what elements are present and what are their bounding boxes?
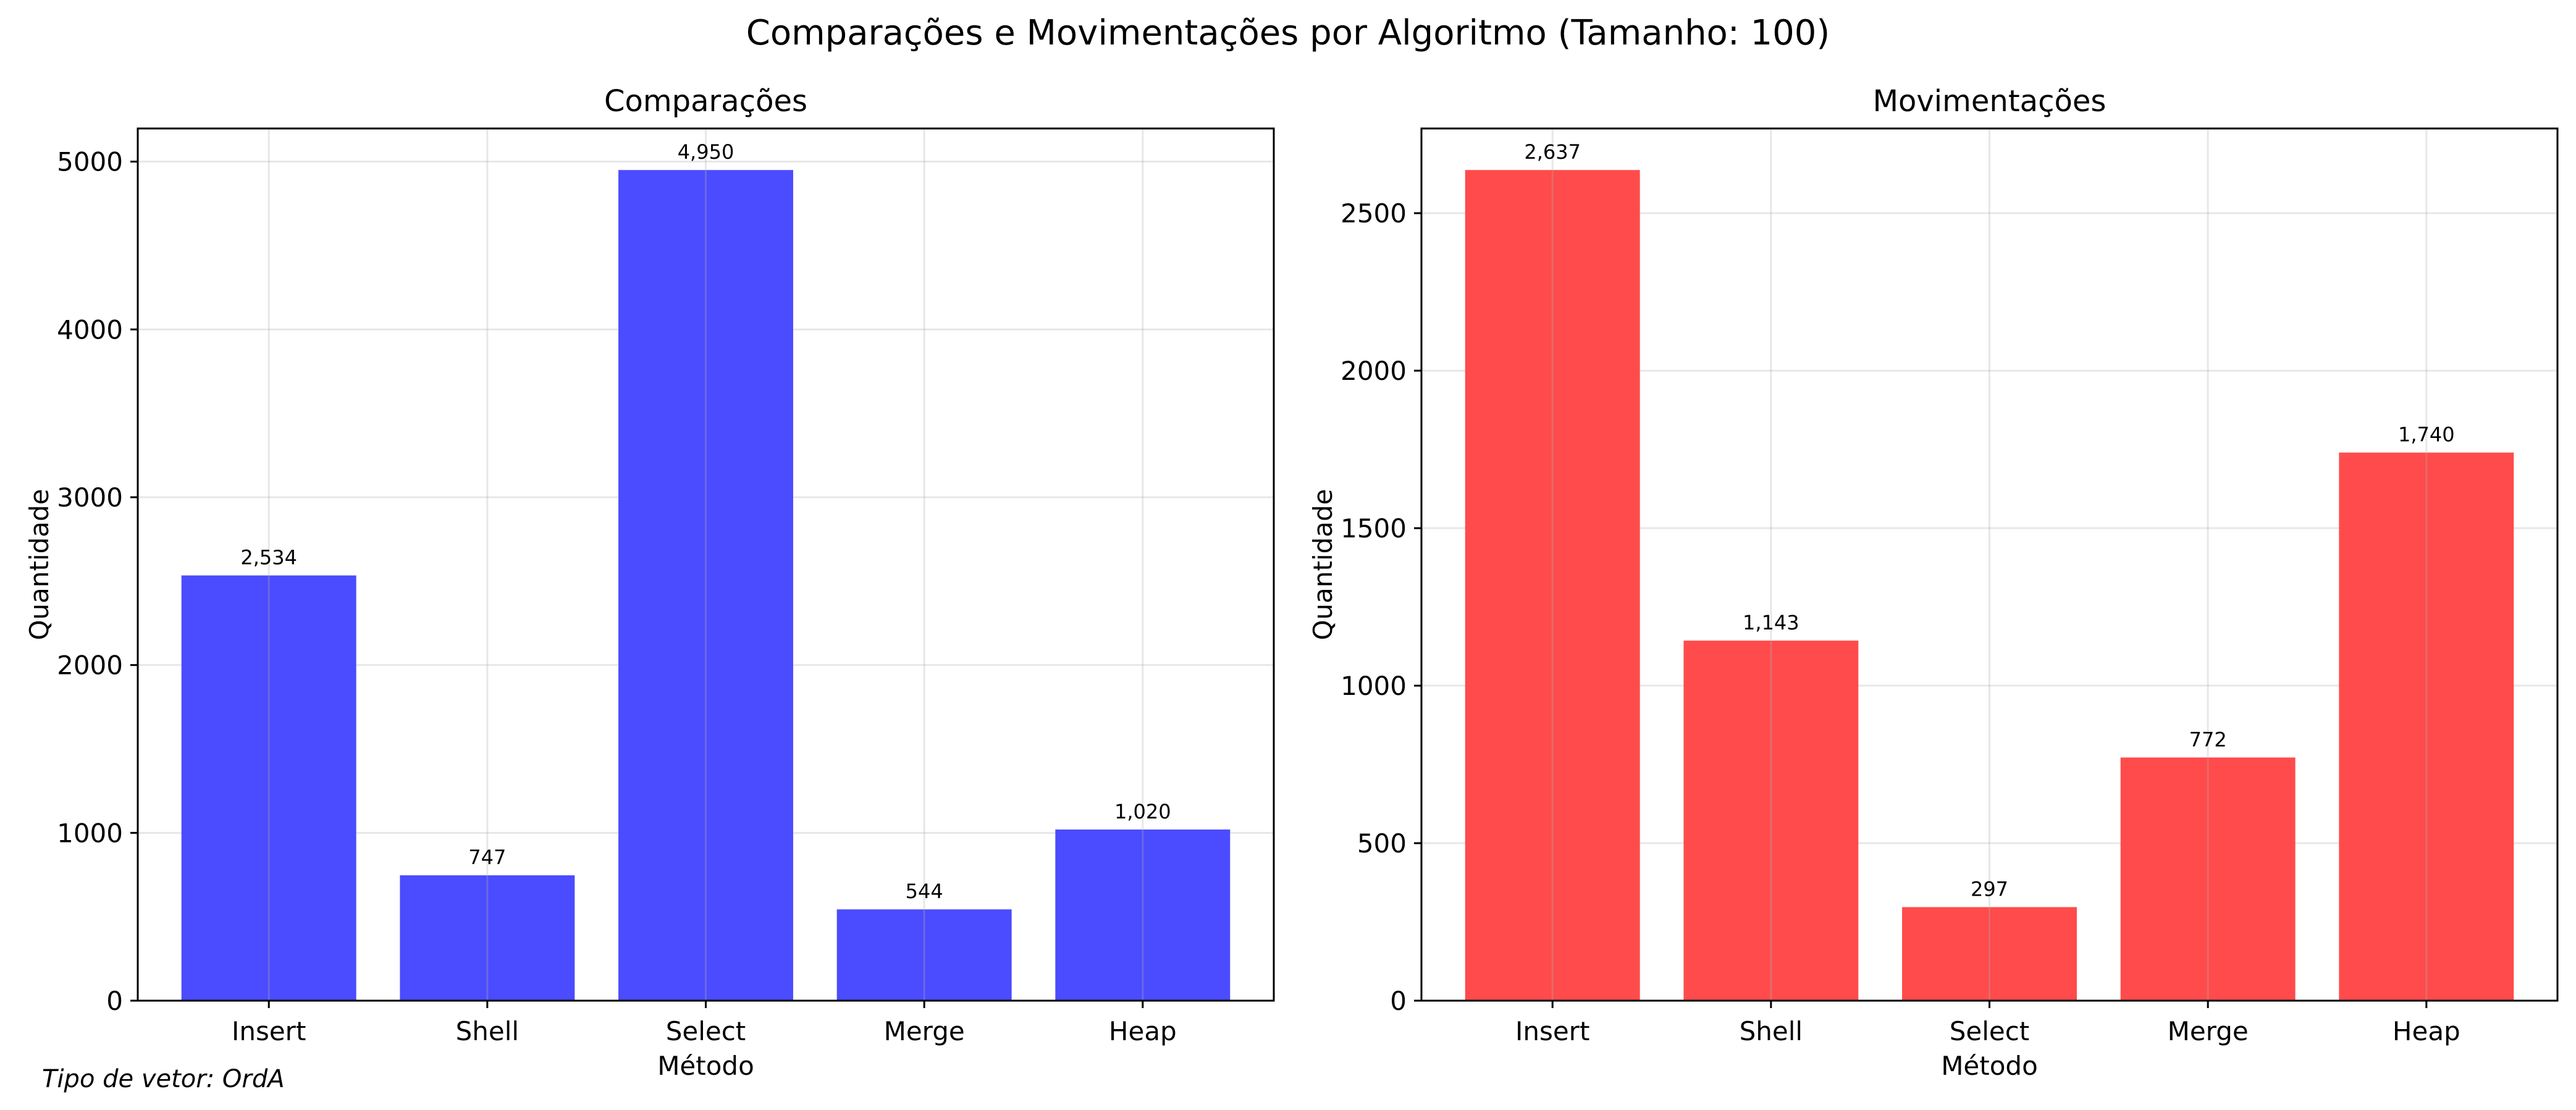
comparacoes-chart: 0 1000 2000 3000 4000 5000 Insert Shell Select Me… xyxy=(24,84,1275,1081)
movimentacoes-value-label: 1,740 xyxy=(2398,423,2455,447)
comparacoes-ytick-label: 0 xyxy=(106,986,123,1016)
movimentacoes-value-label: 1,143 xyxy=(1743,611,1799,634)
movimentacoes-title: Movimentações xyxy=(1873,84,2107,119)
comparacoes-bar-insert xyxy=(181,575,356,1001)
movimentacoes-ytick-label: 0 xyxy=(1390,986,1407,1016)
comparacoes-ylabel: Quantidade xyxy=(24,489,54,640)
movimentacoes-xtick-label: Insert xyxy=(1515,1016,1589,1046)
comparacoes-bar-heap xyxy=(1055,829,1231,1001)
movimentacoes-chart: 0 500 1000 1500 2000 2500 Insert Shell Select Mer… xyxy=(1308,84,2559,1081)
movimentacoes-xtick-label: Merge xyxy=(2168,1016,2249,1046)
comparacoes-xtick-label: Shell xyxy=(456,1016,519,1046)
movimentacoes-xtick-label: Shell xyxy=(1740,1016,1803,1046)
comparacoes-xtick-label: Heap xyxy=(1109,1016,1177,1046)
comparacoes-ytick-label: 1000 xyxy=(57,818,123,848)
movimentacoes-bar-heap xyxy=(2339,452,2514,1001)
movimentacoes-ylabel: Quantidade xyxy=(1308,489,1338,640)
movimentacoes-bar-select xyxy=(1902,907,2077,1001)
comparacoes-bar-merge xyxy=(836,909,1012,1001)
comparacoes-value-label: 1,020 xyxy=(1114,800,1171,823)
movimentacoes-axes-frame xyxy=(1420,127,2559,1002)
movimentacoes-ytick-label: 2500 xyxy=(1341,198,1407,229)
movimentacoes-bar-insert xyxy=(1465,170,1640,1001)
comparacoes-xtick-label: Merge xyxy=(884,1016,965,1046)
comparacoes-value-label: 544 xyxy=(906,880,943,903)
movimentacoes-xlabel: Método xyxy=(1941,1051,2038,1081)
figure-title: Comparações e Movimentações por Algoritm… xyxy=(746,13,1830,53)
comparacoes-xlabel: Método xyxy=(657,1051,754,1081)
vector-type-note: Tipo de vetor: OrdA xyxy=(42,1065,285,1093)
movimentacoes-ytick-label: 1000 xyxy=(1341,671,1407,701)
comparacoes-ytick-label: 2000 xyxy=(57,650,123,681)
comparacoes-ytick-label: 3000 xyxy=(57,482,123,513)
comparacoes-ytick-label: 4000 xyxy=(57,314,123,345)
movimentacoes-ytick-label: 500 xyxy=(1357,828,1407,859)
comparacoes-value-label: 4,950 xyxy=(678,140,734,164)
movimentacoes-value-label: 2,637 xyxy=(1524,140,1581,164)
movimentacoes-ytick-label: 2000 xyxy=(1341,356,1407,386)
movimentacoes-bar-shell xyxy=(1683,641,1859,1001)
comparacoes-bar-select xyxy=(618,170,793,1001)
movimentacoes-xtick-label: Select xyxy=(1950,1016,2030,1046)
movimentacoes-bar-merge xyxy=(2120,757,2296,1001)
comparacoes-value-label: 747 xyxy=(468,846,506,869)
movimentacoes-value-label: 297 xyxy=(1971,878,2008,901)
comparacoes-xtick-label: Insert xyxy=(232,1016,306,1046)
movimentacoes-ytick-label: 1500 xyxy=(1341,513,1407,544)
movimentacoes-value-label: 772 xyxy=(2189,728,2227,751)
comparacoes-ytick-label: 5000 xyxy=(57,147,123,177)
comparacoes-xtick-label: Select xyxy=(666,1016,746,1046)
movimentacoes-xtick-label: Heap xyxy=(2393,1016,2460,1046)
comparacoes-bar-shell xyxy=(400,875,575,1001)
comparacoes-axes-frame xyxy=(137,127,1275,1002)
comparacoes-title: Comparações xyxy=(604,84,807,119)
comparacoes-value-label: 2,534 xyxy=(240,546,297,570)
